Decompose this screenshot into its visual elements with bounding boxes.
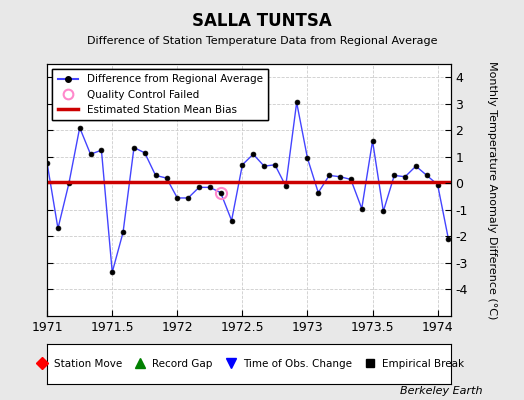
Text: SALLA TUNTSA: SALLA TUNTSA [192, 12, 332, 30]
Legend: Difference from Regional Average, Quality Control Failed, Estimated Station Mean: Difference from Regional Average, Qualit… [52, 69, 268, 120]
Text: Difference of Station Temperature Data from Regional Average: Difference of Station Temperature Data f… [87, 36, 437, 46]
Text: Berkeley Earth: Berkeley Earth [400, 386, 482, 396]
Y-axis label: Monthly Temperature Anomaly Difference (°C): Monthly Temperature Anomaly Difference (… [487, 61, 497, 319]
Legend: Station Move, Record Gap, Time of Obs. Change, Empirical Break: Station Move, Record Gap, Time of Obs. C… [30, 355, 468, 373]
